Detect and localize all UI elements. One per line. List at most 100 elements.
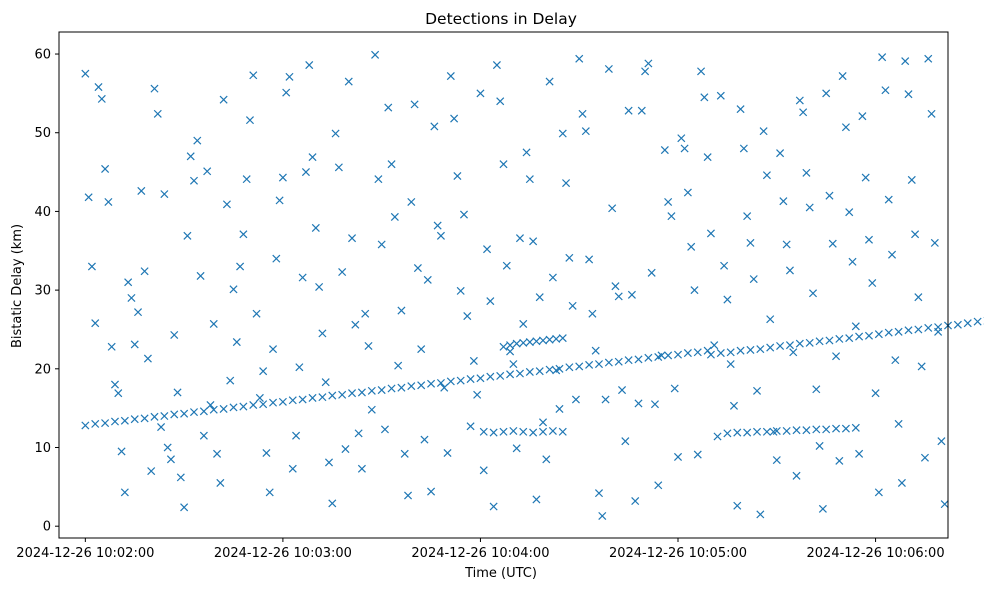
- plot-frame: [58, 31, 949, 539]
- data-point: [351, 320, 360, 329]
- data-point: [262, 448, 271, 458]
- data-point: [733, 501, 742, 510]
- data-point: [321, 378, 330, 387]
- data-point: [562, 179, 571, 188]
- data-point: [884, 328, 893, 337]
- data-point: [476, 374, 485, 383]
- marker-layer: [81, 50, 984, 520]
- y-tick-label: 0: [43, 520, 51, 535]
- data-point: [489, 428, 498, 437]
- data-point: [367, 386, 376, 395]
- data-point: [331, 129, 340, 138]
- data-point: [252, 309, 261, 318]
- data-point: [110, 380, 119, 389]
- data-point: [894, 327, 903, 336]
- data-point: [594, 360, 604, 369]
- data-point: [644, 59, 653, 68]
- data-point: [453, 171, 462, 181]
- data-point: [427, 379, 436, 388]
- data-point: [133, 308, 143, 317]
- data-point: [535, 293, 544, 302]
- data-point: [308, 393, 317, 402]
- data-point: [229, 285, 238, 294]
- data-point: [604, 64, 613, 74]
- data-point: [716, 349, 725, 358]
- data-point: [762, 171, 771, 180]
- data-point: [641, 67, 650, 76]
- data-point: [548, 426, 557, 436]
- data-point: [486, 297, 495, 306]
- data-point: [825, 336, 834, 345]
- data-point: [772, 456, 781, 465]
- data-point: [627, 290, 636, 299]
- data-point: [387, 160, 396, 169]
- data-point: [743, 212, 752, 221]
- data-point: [84, 193, 93, 202]
- data-point: [874, 330, 883, 339]
- data-point: [338, 267, 347, 277]
- data-point: [150, 84, 159, 93]
- data-point: [723, 429, 732, 438]
- data-point: [822, 425, 831, 434]
- data-point: [525, 367, 534, 376]
- y-axis-label: Bistatic Delay (km): [10, 224, 25, 348]
- data-point: [864, 331, 874, 340]
- data-point: [753, 386, 762, 395]
- data-point: [97, 94, 106, 103]
- data-point: [117, 447, 126, 456]
- y-tick-label: 10: [34, 441, 51, 456]
- data-point: [782, 426, 791, 436]
- x-tick-label: 2024-12-26 10:02:00: [16, 546, 154, 561]
- data-point: [907, 175, 916, 184]
- data-point: [245, 116, 254, 125]
- data-point: [739, 144, 748, 153]
- data-point: [489, 502, 498, 511]
- data-point: [904, 90, 913, 99]
- data-point: [348, 234, 357, 243]
- data-point: [298, 395, 307, 404]
- data-point: [746, 238, 755, 247]
- data-point: [779, 197, 788, 206]
- data-point: [397, 306, 406, 315]
- data-point: [91, 419, 100, 428]
- data-point: [509, 426, 518, 436]
- data-point: [209, 405, 218, 414]
- data-point: [344, 77, 353, 86]
- data-point: [176, 473, 185, 482]
- data-point: [124, 278, 133, 287]
- data-point: [805, 203, 814, 212]
- data-point: [746, 345, 755, 354]
- data-point: [456, 286, 465, 295]
- data-point: [565, 253, 574, 262]
- data-point: [838, 72, 847, 81]
- data-point: [502, 261, 511, 270]
- data-point: [729, 401, 739, 410]
- y-tick-label: 60: [34, 48, 51, 63]
- data-point: [110, 417, 119, 426]
- data-point: [690, 286, 699, 295]
- chart-title: Detections in Delay: [425, 10, 577, 28]
- data-point: [348, 389, 357, 398]
- data-point: [519, 338, 528, 347]
- data-point: [367, 405, 376, 414]
- data-point: [736, 105, 745, 114]
- data-point: [466, 422, 475, 431]
- data-point: [835, 456, 844, 465]
- data-point: [673, 452, 683, 461]
- data-point: [199, 431, 208, 440]
- data-point: [509, 360, 518, 369]
- data-point: [311, 223, 320, 232]
- data-point: [664, 351, 673, 360]
- data-point: [726, 360, 735, 369]
- data-point: [673, 350, 683, 359]
- data-point: [390, 212, 399, 221]
- data-point: [598, 511, 607, 520]
- data-point: [624, 106, 633, 115]
- data-point: [538, 336, 548, 345]
- data-point: [410, 100, 419, 109]
- data-point: [835, 334, 844, 343]
- data-point: [756, 510, 765, 519]
- data-point: [506, 370, 515, 379]
- data-point: [874, 488, 883, 497]
- data-point: [871, 389, 880, 398]
